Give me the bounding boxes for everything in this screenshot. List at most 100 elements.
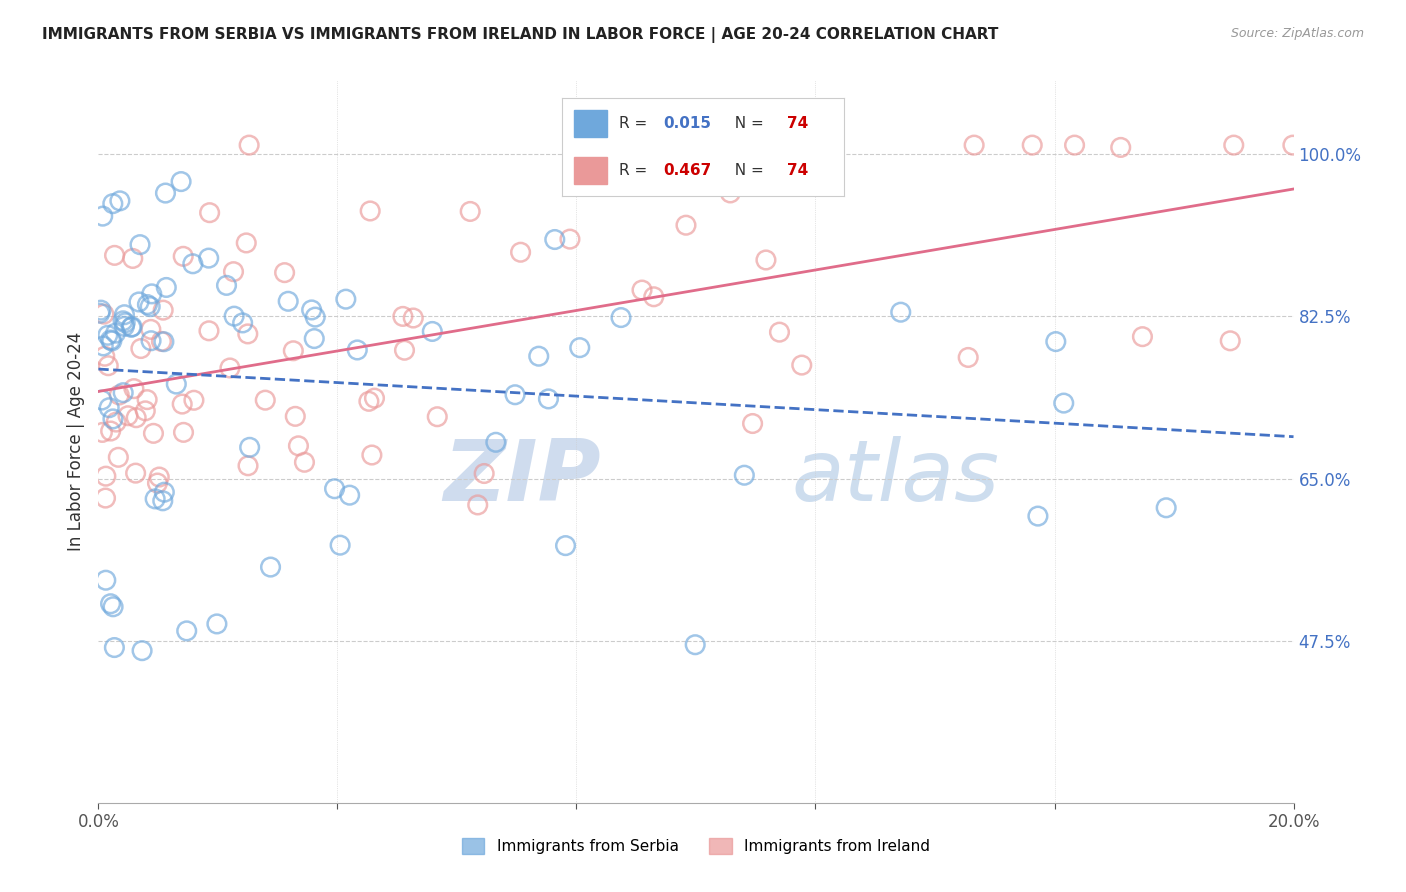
Point — [148, 470, 170, 484]
Point — [236, 326, 259, 341]
Point — [108, 388, 131, 402]
Point — [294, 455, 316, 469]
Point — [283, 343, 305, 358]
Point — [125, 410, 148, 425]
Point — [114, 316, 136, 330]
Point — [1282, 138, 1305, 153]
Point — [90, 303, 112, 318]
Point — [94, 349, 117, 363]
Point — [129, 342, 152, 356]
Point — [1045, 334, 1067, 349]
Point — [527, 349, 550, 363]
Point — [222, 265, 245, 279]
Point — [105, 415, 128, 429]
Text: R =: R = — [619, 163, 652, 178]
Point — [467, 498, 489, 512]
Point — [1154, 500, 1177, 515]
Point — [93, 307, 115, 321]
Point — [153, 485, 176, 500]
Point — [1026, 509, 1049, 524]
Text: R =: R = — [619, 116, 652, 131]
Point — [420, 325, 443, 339]
Point — [142, 426, 165, 441]
Point — [236, 458, 259, 473]
Point — [101, 412, 124, 426]
Point — [108, 194, 131, 208]
Point — [139, 322, 162, 336]
Point — [141, 286, 163, 301]
Point — [198, 324, 221, 338]
Point — [173, 425, 195, 440]
Point — [790, 358, 813, 372]
Point — [558, 232, 581, 246]
Text: 74: 74 — [787, 163, 808, 178]
Point — [360, 448, 382, 462]
Point — [733, 468, 755, 483]
Point — [426, 409, 449, 424]
Point — [100, 333, 122, 347]
Point — [91, 209, 114, 223]
Point — [1223, 138, 1246, 153]
Point — [235, 235, 257, 250]
Point — [136, 297, 159, 311]
Point — [554, 539, 576, 553]
Point — [152, 303, 174, 318]
Point — [112, 385, 135, 400]
Point — [1109, 140, 1132, 154]
Point — [287, 439, 309, 453]
Point — [568, 341, 591, 355]
Point — [124, 466, 146, 480]
Point — [107, 450, 129, 465]
Point — [198, 205, 221, 219]
Text: ZIP: ZIP — [443, 436, 600, 519]
Point — [394, 343, 416, 358]
Point — [718, 186, 741, 200]
Point — [277, 294, 299, 309]
Point — [89, 306, 111, 320]
Point — [219, 361, 242, 376]
Point — [392, 310, 415, 324]
Point — [458, 204, 481, 219]
Point — [101, 334, 124, 348]
Text: Source: ZipAtlas.com: Source: ZipAtlas.com — [1230, 27, 1364, 40]
Point — [136, 392, 159, 407]
Point — [339, 488, 361, 502]
Text: atlas: atlas — [792, 436, 1000, 519]
Point — [122, 382, 145, 396]
Point — [134, 404, 156, 418]
Point — [675, 218, 697, 232]
Point — [172, 249, 194, 263]
Y-axis label: In Labor Force | Age 20-24: In Labor Force | Age 20-24 — [66, 332, 84, 551]
Point — [152, 493, 174, 508]
Point — [114, 308, 136, 322]
FancyBboxPatch shape — [574, 110, 607, 137]
Point — [359, 204, 381, 219]
Point — [485, 435, 508, 450]
Point — [146, 476, 169, 491]
Point — [143, 491, 166, 506]
Point — [544, 233, 567, 247]
Point — [97, 328, 120, 343]
Point — [91, 425, 114, 440]
Point — [238, 138, 260, 153]
Point — [259, 560, 281, 574]
Point — [103, 640, 125, 655]
Point — [957, 351, 980, 365]
Point — [683, 638, 706, 652]
Point — [121, 319, 143, 334]
Point — [104, 326, 127, 340]
Text: IMMIGRANTS FROM SERBIA VS IMMIGRANTS FROM IRELAND IN LABOR FORCE | AGE 20-24 COR: IMMIGRANTS FROM SERBIA VS IMMIGRANTS FRO… — [42, 27, 998, 43]
Point — [643, 290, 665, 304]
Point — [1063, 138, 1085, 153]
FancyBboxPatch shape — [574, 157, 607, 185]
Point — [172, 397, 194, 411]
Point — [150, 334, 173, 349]
Point — [90, 392, 112, 407]
Point — [97, 359, 120, 373]
Point — [224, 309, 246, 323]
Point — [1219, 334, 1241, 348]
Point — [181, 257, 204, 271]
Point — [304, 310, 326, 325]
Point — [232, 316, 254, 330]
Point — [631, 283, 654, 297]
